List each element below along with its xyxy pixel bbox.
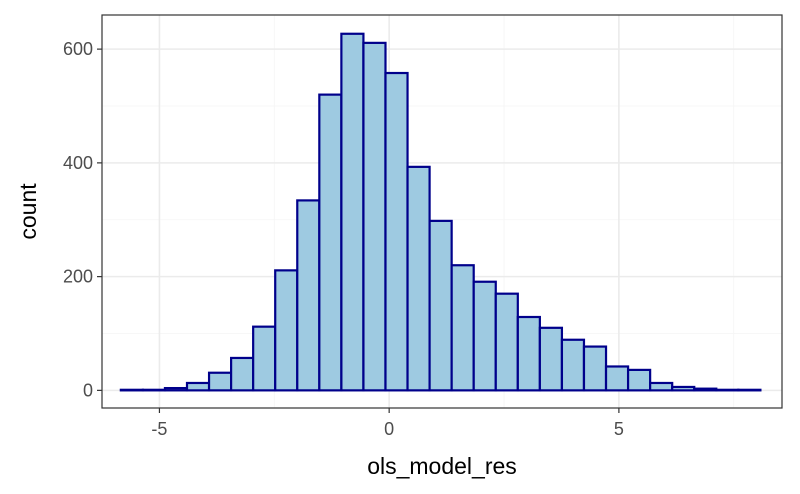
histogram-bar xyxy=(274,269,299,392)
histogram-bar xyxy=(626,368,652,392)
histogram-bar xyxy=(538,326,564,392)
histogram-bar xyxy=(141,388,167,392)
histogram-bar xyxy=(296,199,321,392)
histogram-bar xyxy=(472,280,497,392)
histogram-bar xyxy=(582,345,608,392)
histogram-bar xyxy=(604,365,630,392)
x-tick-label: 0 xyxy=(384,419,394,439)
y-tick-label: 600 xyxy=(63,39,93,59)
histogram-bar xyxy=(119,388,144,392)
histogram-bar xyxy=(450,264,475,392)
histogram-bar xyxy=(230,356,255,392)
x-tick-label: -5 xyxy=(151,419,167,439)
histogram-bar xyxy=(207,371,233,392)
histogram-bar xyxy=(560,338,586,392)
histogram-bar xyxy=(318,93,343,392)
histogram-bar xyxy=(384,71,409,392)
y-tick-label: 0 xyxy=(83,380,93,400)
histogram-bar xyxy=(362,41,387,392)
histogram-bar xyxy=(737,388,762,392)
histogram-bar xyxy=(406,165,431,392)
histogram-bar xyxy=(428,219,453,392)
histogram-bar xyxy=(494,292,519,392)
y-axis-title: count xyxy=(15,183,41,240)
histogram-bars xyxy=(119,32,762,392)
y-axis: 0 200 400 600 xyxy=(63,39,102,400)
histogram-bar xyxy=(671,385,696,392)
histogram-bar xyxy=(340,32,365,392)
plot-panel xyxy=(101,14,783,409)
histogram-bar xyxy=(516,315,541,392)
histogram-bar xyxy=(252,325,277,392)
histogram-bar xyxy=(185,381,211,392)
histogram-bar xyxy=(693,387,718,392)
histogram-bar xyxy=(163,386,189,392)
x-axis: -5 0 5 xyxy=(151,408,624,439)
panel-border xyxy=(101,14,783,409)
y-tick-label: 200 xyxy=(63,267,93,287)
histogram-bar xyxy=(715,388,740,392)
x-axis-title: ols_model_res xyxy=(367,453,517,479)
y-tick-label: 400 xyxy=(63,153,93,173)
histogram-bar xyxy=(649,381,674,392)
x-tick-label: 5 xyxy=(614,419,624,439)
